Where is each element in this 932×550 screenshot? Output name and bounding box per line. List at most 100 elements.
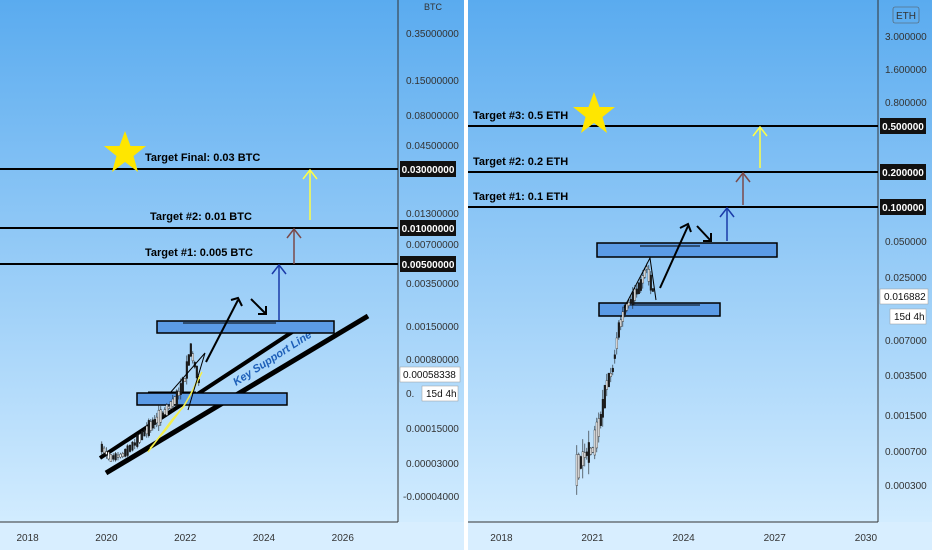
eth-candle	[639, 279, 642, 291]
btc-candle	[109, 454, 112, 462]
eth-target-2-badge	[880, 164, 926, 180]
btc-candle	[107, 451, 110, 460]
btc-current-price: 0.00058338	[403, 370, 456, 381]
eth-candle	[579, 456, 582, 469]
btc-candle	[187, 354, 190, 366]
btc-x-tick: 2018	[16, 533, 39, 544]
eth-target-3-price: 0.500000	[882, 122, 924, 133]
btc-timeframe: 15d 4h	[426, 389, 457, 400]
btc-pullback-head	[258, 306, 267, 315]
btc-lower-zone	[136, 392, 288, 406]
eth-price-axis-bg	[878, 0, 932, 522]
btc-target-final-price: 0.03000000	[402, 165, 455, 176]
btc-plot-bg	[0, 0, 398, 522]
btc-upper-zone	[156, 320, 335, 334]
btc-candle	[149, 421, 152, 431]
btc-target-1-badge	[400, 256, 456, 272]
eth-x-tick: 2021	[581, 533, 604, 544]
btc-candle	[119, 453, 122, 458]
eth-candle	[589, 447, 592, 455]
btc-triangle	[169, 352, 206, 411]
btc-y-tick: 0.15000000	[406, 76, 459, 87]
panel-divider	[464, 0, 468, 550]
btc-candle	[136, 435, 139, 447]
eth-y-tick: 0.000300	[885, 481, 927, 492]
btc-candle	[155, 416, 158, 424]
eth-y-tick: 0.007000	[885, 336, 927, 347]
btc-y-tick: 0.35000000	[406, 29, 459, 40]
eth-chart: ETH 3.000000 1.600000 0.800000 0.050000 …	[468, 0, 932, 550]
btc-chart: 0.35000000 0.15000000 0.08000000 0.04500…	[0, 0, 464, 550]
btc-y-tick: 0.00080000	[406, 355, 459, 366]
btc-candle	[121, 453, 124, 457]
eth-target-1-badge	[880, 199, 926, 215]
btc-candle	[131, 441, 134, 451]
eth-target-3-label: Target #3: 0.5 ETH	[473, 110, 568, 122]
eth-y-tick: 0.000700	[885, 447, 927, 458]
eth-currency-badge[interactable]	[892, 6, 920, 24]
btc-hidden-tick: 0.	[406, 389, 414, 400]
eth-candle	[605, 380, 608, 390]
eth-candle	[577, 454, 580, 479]
btc-candle	[159, 409, 162, 423]
eth-y-tick: 0.003500	[885, 371, 927, 382]
eth-candle	[649, 274, 652, 291]
eth-candle	[643, 269, 646, 278]
eth-target-2-arrow-head	[735, 171, 751, 183]
btc-target-1-label: Target #1: 0.005 BTC	[145, 247, 253, 259]
btc-candle	[147, 420, 150, 436]
eth-x-tick: 2018	[490, 533, 513, 544]
btc-candle	[189, 343, 192, 357]
eth-pullback-head	[703, 233, 712, 242]
eth-candle	[647, 269, 650, 282]
eth-candle	[645, 266, 648, 270]
eth-candle	[599, 414, 602, 426]
btc-candle	[112, 455, 115, 460]
eth-candle	[601, 399, 604, 418]
btc-candle	[163, 409, 166, 415]
eth-projection-path	[659, 225, 689, 289]
btc-target-1-arrow-head	[271, 263, 287, 275]
eth-y-tick: 0.050000	[885, 237, 927, 248]
eth-candle	[575, 454, 578, 486]
btc-candle	[103, 447, 106, 454]
eth-x-tick: 2030	[855, 533, 878, 544]
btc-candle	[114, 453, 117, 461]
eth-candle	[591, 447, 594, 453]
btc-y-tick: 0.00350000	[406, 279, 459, 290]
eth-x-tick: 2024	[672, 533, 695, 544]
eth-upper-zone	[596, 242, 778, 258]
btc-target-final-arrow-head	[302, 168, 318, 180]
eth-y-tick: 0.800000	[885, 98, 927, 109]
btc-candle	[157, 410, 160, 426]
eth-star-icon	[573, 92, 615, 133]
eth-candle	[597, 418, 600, 437]
eth-y-tick: 3.000000	[885, 32, 927, 43]
btc-candle	[128, 445, 132, 452]
eth-candle	[635, 288, 638, 295]
btc-x-tick: 2026	[332, 533, 355, 544]
eth-target-2-label: Target #2: 0.2 ETH	[473, 156, 568, 168]
btc-projection-head	[230, 296, 243, 307]
eth-y-tick: 1.600000	[885, 65, 927, 76]
eth-candle	[631, 291, 634, 305]
btc-candle	[151, 419, 154, 429]
eth-current-price-badge	[879, 288, 929, 305]
eth-target-1-label: Target #1: 0.1 ETH	[473, 191, 568, 203]
btc-candle	[133, 442, 136, 446]
eth-candles	[575, 262, 654, 495]
btc-x-tick: 2024	[253, 533, 276, 544]
btc-candle	[183, 378, 186, 382]
btc-target-final-label: Target Final: 0.03 BTC	[145, 152, 260, 164]
btc-candle	[153, 419, 156, 425]
btc-y-tick: 0.01300000	[406, 209, 459, 220]
eth-currency-label: ETH	[896, 11, 916, 22]
btc-candle	[145, 425, 148, 435]
btc-y-tick: 0.00700000	[406, 240, 459, 251]
eth-target-1-price: 0.100000	[882, 203, 924, 214]
eth-candle	[615, 337, 618, 349]
eth-candle	[627, 302, 630, 306]
eth-lower-zone	[598, 302, 721, 317]
btc-target-2-badge	[400, 220, 456, 236]
